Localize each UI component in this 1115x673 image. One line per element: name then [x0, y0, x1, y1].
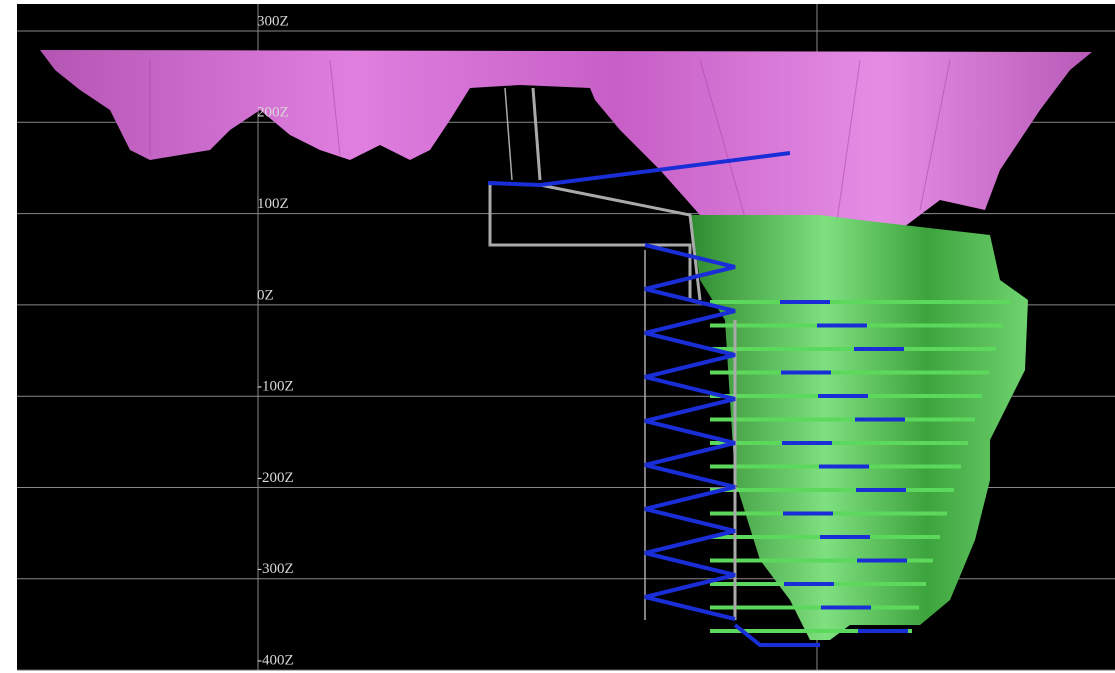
ramp — [644, 243, 820, 647]
elevation-label: 100Z — [257, 196, 289, 212]
stope-levels — [710, 300, 1010, 633]
elevation-label: -400Z — [257, 653, 294, 669]
elevation-label: 200Z — [257, 105, 289, 121]
shaft — [488, 87, 737, 620]
stopes — [690, 215, 1028, 640]
ramp-spiral — [644, 243, 736, 621]
elevation-label: -100Z — [257, 379, 294, 395]
elevation-labels: 300Z 200Z 100Z 0Z -100Z -200Z -300Z -400Z — [257, 13, 294, 668]
elevation-label: -300Z — [257, 561, 294, 577]
ramp-top — [487, 151, 791, 188]
elevation-label: 300Z — [257, 13, 289, 29]
elevation-label: 0Z — [257, 287, 274, 303]
ramp-bottom — [733, 623, 820, 647]
elevation-label: -200Z — [257, 470, 294, 486]
